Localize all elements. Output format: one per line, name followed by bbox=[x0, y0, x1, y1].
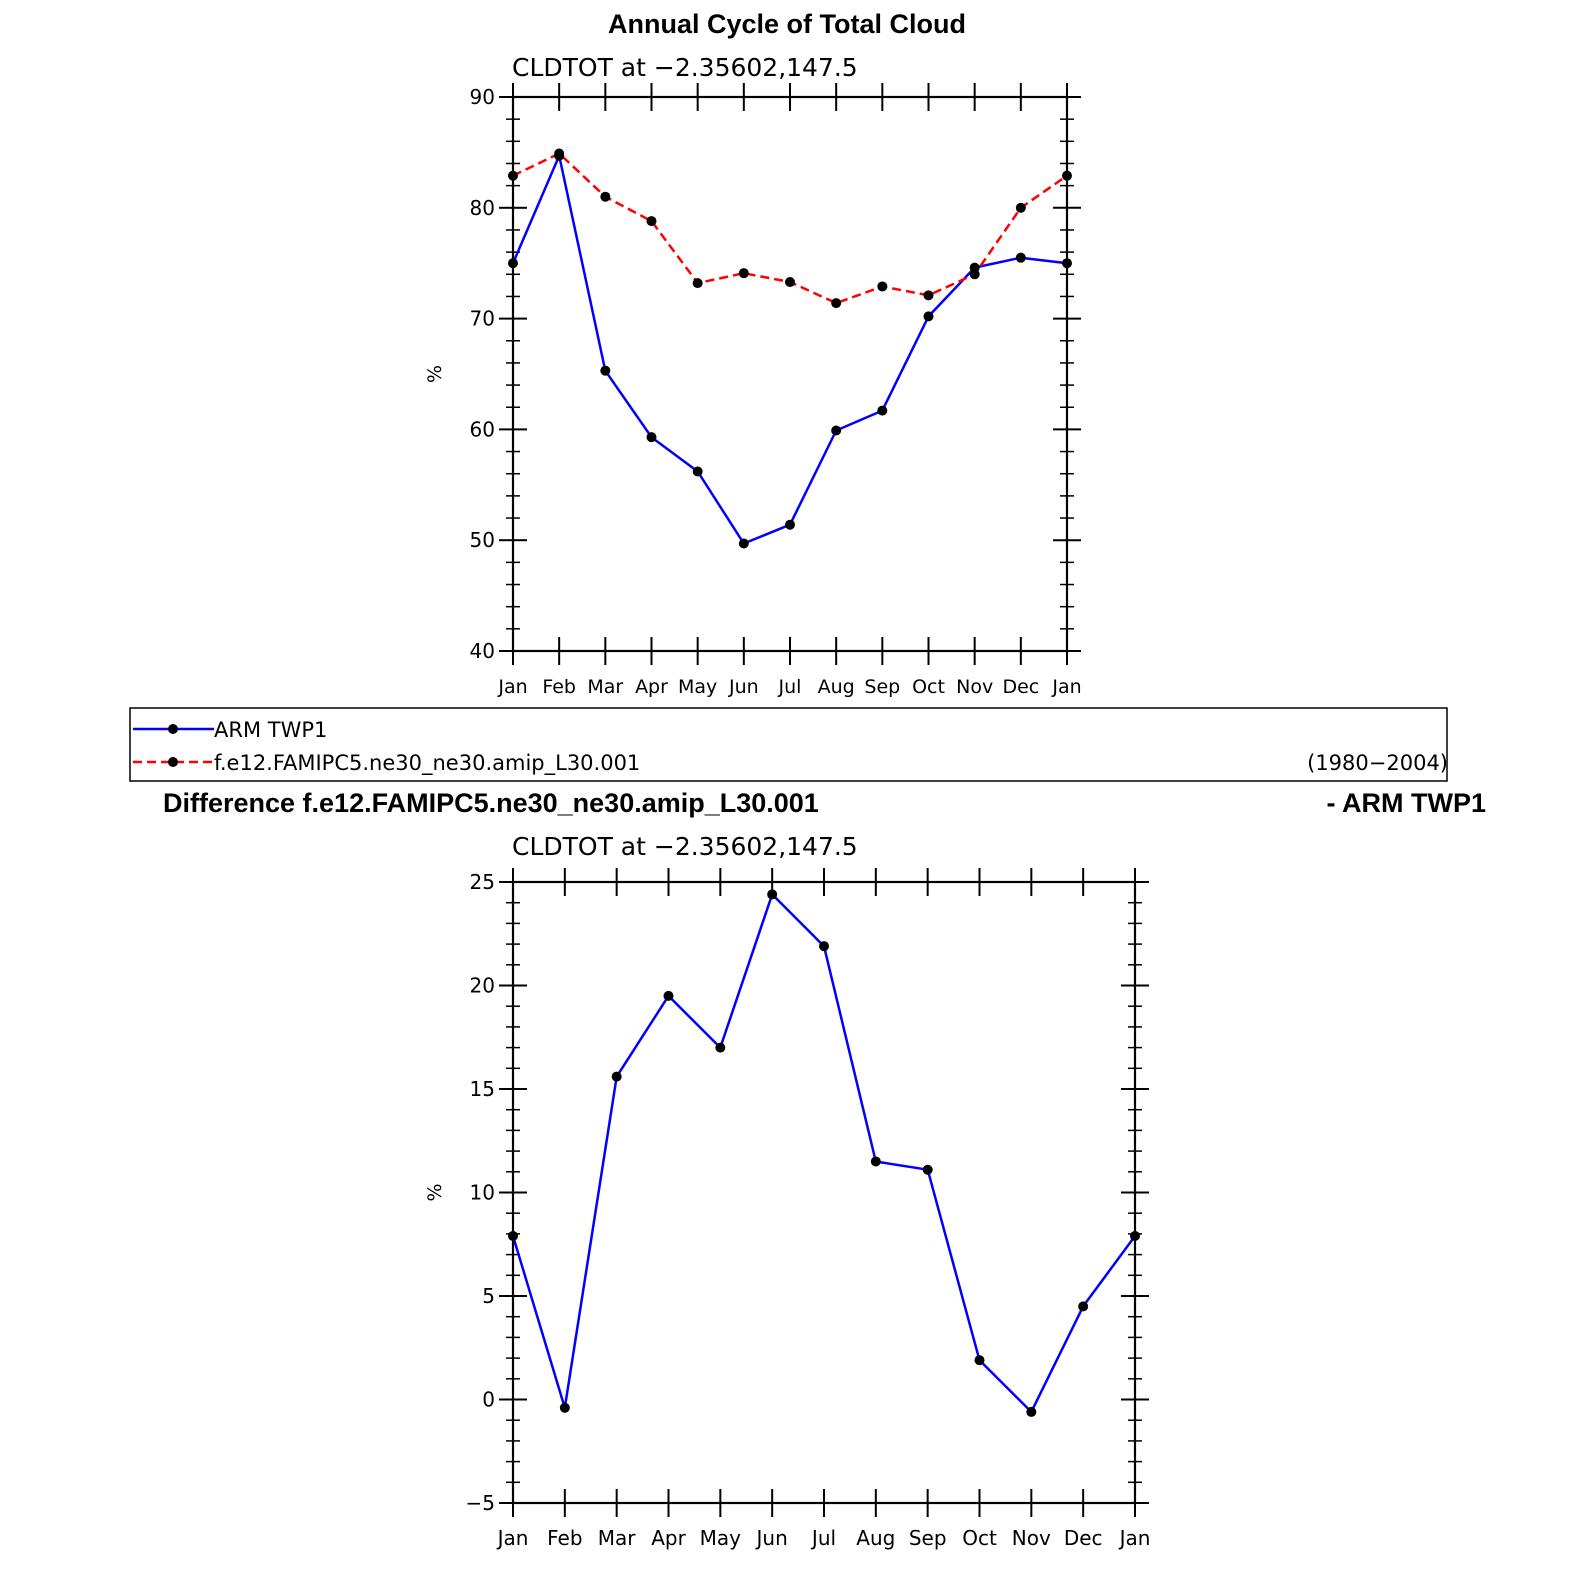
chart2-point-0 bbox=[974, 1355, 985, 1366]
chart2-point-0 bbox=[663, 990, 674, 1001]
chart2-title: Difference f.e12.FAMIPC5.ne30_ne30.amip_… bbox=[163, 788, 819, 818]
chart1-xtick-label: Feb bbox=[542, 676, 576, 698]
chart2-point-0 bbox=[1130, 1230, 1140, 1241]
chart1-point-0 bbox=[1015, 252, 1026, 263]
chart1-point-1 bbox=[923, 290, 934, 301]
chart1-point-0 bbox=[923, 311, 934, 322]
chart2-xtick-label: Sep bbox=[909, 1526, 947, 1550]
chart1-point-1 bbox=[877, 281, 888, 292]
chart1-point-1 bbox=[1015, 202, 1026, 213]
chart2-ytick-label: 0 bbox=[482, 1388, 495, 1412]
chart1-point-0 bbox=[785, 519, 795, 530]
chart1-point-1 bbox=[554, 148, 565, 159]
chart1-xtick-label: Jul bbox=[778, 676, 802, 698]
chart2-xtick-label: Aug bbox=[856, 1526, 895, 1550]
chart1-ytick-label: 40 bbox=[470, 639, 495, 663]
chart1-xtick-label: Mar bbox=[587, 676, 623, 698]
legend-label-model: f.e12.FAMIPC5.ne30_ne30.amip_L30.001 bbox=[214, 751, 640, 776]
legend-label-arm: ARM TWP1 bbox=[214, 718, 327, 742]
chart1-point-0 bbox=[831, 425, 842, 436]
chart1-xtick-label: Sep bbox=[864, 676, 900, 698]
chart2-point-0 bbox=[611, 1071, 622, 1082]
chart2-xtick-label: Jun bbox=[755, 1526, 788, 1550]
chart1-series-line-0 bbox=[511, 154, 1068, 545]
chart2-xtick-label: Jan bbox=[496, 1526, 529, 1550]
chart1-point-1 bbox=[1062, 170, 1072, 181]
legend-marker-arm bbox=[168, 724, 178, 734]
chart1-xtick-label: Jan bbox=[1051, 676, 1081, 698]
chart2-point-0 bbox=[508, 1230, 518, 1241]
chart1-ytick-label: 50 bbox=[470, 528, 495, 552]
chart1-subtitle: CLDTOT at −2.35602,147.5 bbox=[512, 53, 858, 82]
chart1-ylabel: % bbox=[424, 365, 446, 383]
chart1-xtick-label: May bbox=[678, 676, 717, 698]
chart1-xtick-label: Jan bbox=[497, 676, 527, 698]
chart1-point-1 bbox=[969, 269, 980, 280]
chart1-ytick-label: 70 bbox=[470, 307, 495, 331]
chart2-xtick-label: May bbox=[700, 1526, 742, 1550]
chart2-point-0 bbox=[1078, 1301, 1089, 1312]
chart2-point-0 bbox=[1026, 1406, 1037, 1417]
chart2-ytick-label: 20 bbox=[470, 974, 495, 998]
chart1-xtick-label: Dec bbox=[1002, 676, 1039, 698]
chart1-point-1 bbox=[508, 170, 518, 181]
chart1-xtick-label: Nov bbox=[956, 676, 993, 698]
chart2-ytick-label: 25 bbox=[470, 870, 495, 894]
chart2-subtitle: CLDTOT at −2.35602,147.5 bbox=[512, 832, 858, 861]
chart1-ytick-label: 80 bbox=[470, 196, 495, 220]
chart1-ytick-label: 90 bbox=[470, 85, 495, 109]
chart1-point-1 bbox=[646, 216, 657, 227]
chart2-point-0 bbox=[870, 1156, 881, 1167]
chart1-frame bbox=[511, 95, 1069, 653]
chart2-xtick-label: Feb bbox=[547, 1526, 582, 1550]
chart1-point-1 bbox=[831, 298, 842, 309]
chart2-plot: −5 0 5 10 15 20 25 Jan Feb Mar Apr May Jun Jul Aug Sep O… bbox=[424, 868, 1150, 1550]
chart1-point-1 bbox=[600, 191, 611, 202]
chart1-point-0 bbox=[1062, 258, 1072, 269]
chart2-ytick-label: 15 bbox=[470, 1077, 495, 1101]
chart1-point-1 bbox=[785, 277, 795, 288]
chart1-point-0 bbox=[508, 258, 518, 269]
legend: ARM TWP1 f.e12.FAMIPC5.ne30_ne30.amip_L3… bbox=[129, 707, 1448, 782]
chart2-point-0 bbox=[767, 889, 778, 900]
chart1-xtick-label: Apr bbox=[635, 676, 668, 698]
chart2-xtick-label: Dec bbox=[1064, 1526, 1103, 1550]
chart2-xtick-label: Apr bbox=[651, 1526, 686, 1550]
chart2-xtick-label: Jul bbox=[810, 1526, 836, 1550]
chart2-point-0 bbox=[715, 1042, 726, 1053]
chart1-plot: 40 50 60 70 80 90 Jan Feb Mar Apr May Jun Jul Aug Sep O… bbox=[424, 83, 1082, 698]
chart2-frame bbox=[511, 880, 1137, 1505]
chart2-point-0 bbox=[922, 1164, 933, 1175]
legend-box bbox=[129, 707, 1448, 782]
chart1-point-0 bbox=[877, 405, 888, 416]
chart2-point-0 bbox=[559, 1402, 570, 1413]
chart2-xtick-label: Oct bbox=[962, 1526, 997, 1550]
chart2-xtick-label: Jan bbox=[1118, 1526, 1151, 1550]
legend-marker-model bbox=[168, 757, 178, 767]
chart1-point-0 bbox=[692, 466, 703, 477]
chart2-xtick-label: Nov bbox=[1012, 1526, 1051, 1550]
chart2-ytick-label: 5 bbox=[482, 1284, 495, 1308]
chart1-point-1 bbox=[692, 278, 703, 289]
chart2-ytick-label: −5 bbox=[466, 1491, 495, 1515]
chart1-point-0 bbox=[738, 538, 749, 549]
chart1-xtick-label: Aug bbox=[818, 676, 855, 698]
chart2-point-0 bbox=[819, 941, 829, 952]
chart2-xtick-label: Mar bbox=[598, 1526, 637, 1550]
chart1-xtick-label: Oct bbox=[912, 676, 945, 698]
chart1-xtick-label: Jun bbox=[728, 676, 759, 698]
legend-period: (1980−2004) bbox=[1307, 751, 1448, 775]
chart2-ytick-label: 10 bbox=[470, 1181, 495, 1205]
chart2-title-right: - ARM TWP1 bbox=[1327, 788, 1486, 818]
chart1-title: Annual Cycle of Total Cloud bbox=[608, 9, 966, 39]
chart1-point-0 bbox=[646, 432, 657, 443]
chart1-point-0 bbox=[600, 365, 611, 376]
chart2-ylabel: % bbox=[424, 1183, 446, 1201]
chart1-point-1 bbox=[738, 268, 749, 279]
chart2-series-line-0 bbox=[511, 893, 1137, 1414]
chart1-ytick-label: 60 bbox=[470, 417, 495, 441]
